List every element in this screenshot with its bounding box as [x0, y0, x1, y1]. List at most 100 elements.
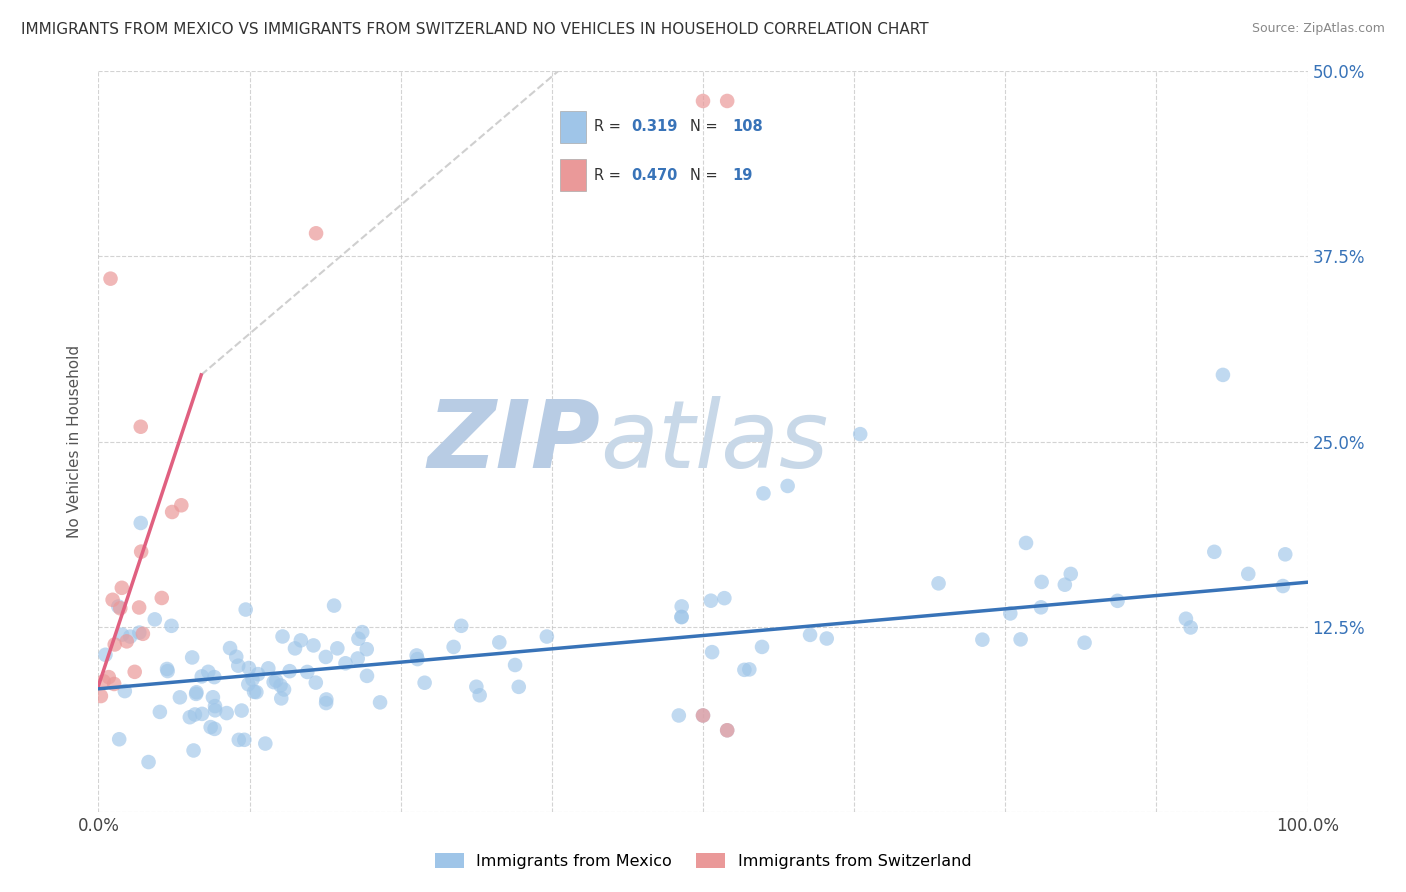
Point [1274, 547, 1296, 561]
Point [273, 682, 295, 697]
Point [270, 691, 292, 706]
Point [160, 505, 183, 519]
Point [257, 661, 280, 675]
Point [305, 227, 328, 241]
Point [716, 94, 738, 108]
Point [733, 663, 755, 677]
Point [1212, 368, 1234, 382]
Point [149, 705, 172, 719]
Point [204, 703, 226, 717]
Point [197, 665, 219, 679]
Point [335, 657, 357, 671]
Point [202, 670, 225, 684]
Point [114, 684, 136, 698]
Point [1107, 594, 1129, 608]
Point [315, 649, 337, 664]
Point [752, 486, 775, 500]
Point [1010, 632, 1032, 647]
Point [356, 669, 378, 683]
Point [776, 479, 799, 493]
Point [799, 628, 821, 642]
Point [671, 610, 693, 624]
Point [107, 599, 129, 614]
Point [1237, 566, 1260, 581]
Point [184, 687, 207, 701]
Point [1180, 620, 1202, 634]
Point [225, 649, 247, 664]
Point [668, 708, 690, 723]
Point [160, 619, 183, 633]
Point [263, 675, 285, 690]
Legend: Immigrants from Mexico, Immigrants from Switzerland: Immigrants from Mexico, Immigrants from … [429, 847, 977, 875]
Point [243, 685, 266, 699]
Point [503, 658, 526, 673]
Point [179, 710, 201, 724]
Point [326, 641, 349, 656]
Point [508, 680, 530, 694]
Point [181, 650, 204, 665]
Point [128, 625, 150, 640]
Point [242, 673, 264, 687]
Point [465, 680, 488, 694]
Point [238, 661, 260, 675]
Point [108, 732, 131, 747]
Point [271, 630, 294, 644]
Point [184, 707, 207, 722]
Point [156, 664, 179, 678]
Point [1073, 636, 1095, 650]
Text: Source: ZipAtlas.com: Source: ZipAtlas.com [1251, 22, 1385, 36]
Point [94, 648, 117, 662]
Point [111, 627, 134, 641]
Point [972, 632, 994, 647]
Point [671, 610, 693, 624]
Point [101, 592, 124, 607]
Point [315, 696, 337, 710]
Point [928, 576, 950, 591]
Point [191, 669, 214, 683]
Point [315, 692, 337, 706]
Point [738, 662, 761, 676]
Point [191, 706, 214, 721]
Point [346, 651, 368, 665]
Point [284, 641, 307, 656]
Point [170, 498, 193, 512]
Point [110, 601, 132, 615]
Point [368, 695, 391, 709]
Point [201, 690, 224, 705]
Point [815, 632, 838, 646]
Point [115, 634, 138, 648]
Point [716, 723, 738, 738]
Point [1029, 600, 1052, 615]
Point [128, 600, 150, 615]
Point [278, 664, 301, 678]
Point [183, 743, 205, 757]
Point [1053, 578, 1076, 592]
Point [129, 544, 152, 558]
Point [751, 640, 773, 654]
Point [413, 675, 436, 690]
Point [226, 658, 249, 673]
Point [347, 632, 370, 646]
Point [405, 648, 427, 663]
Point [692, 708, 714, 723]
Y-axis label: No Vehicles in Household: No Vehicles in Household [67, 345, 83, 538]
Point [700, 645, 723, 659]
Point [450, 619, 472, 633]
Point [352, 625, 374, 640]
Point [97, 670, 120, 684]
Point [1204, 545, 1226, 559]
Point [270, 678, 292, 692]
Point [264, 673, 287, 688]
Point [716, 723, 738, 738]
Point [124, 665, 146, 679]
Point [1174, 612, 1197, 626]
Point [1271, 579, 1294, 593]
Point [238, 677, 260, 691]
Point [443, 640, 465, 654]
Point [120, 630, 142, 644]
Point [713, 591, 735, 606]
Point [228, 732, 250, 747]
Point [138, 755, 160, 769]
Point [156, 662, 179, 676]
Point [245, 685, 267, 699]
